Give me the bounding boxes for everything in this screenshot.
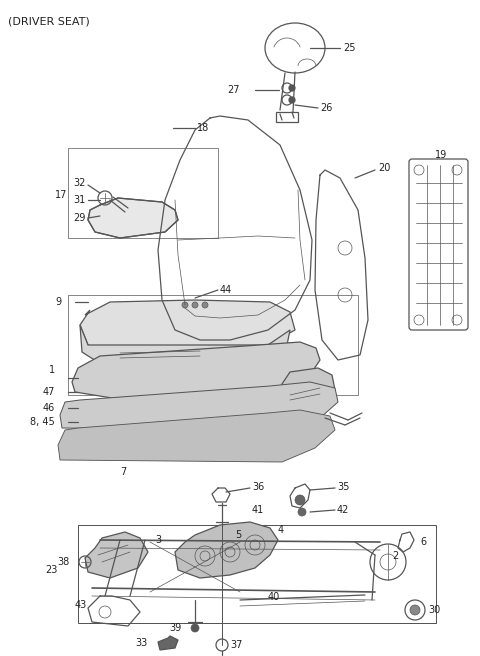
Text: 20: 20 <box>378 163 390 173</box>
Text: 29: 29 <box>73 213 85 223</box>
Text: 17: 17 <box>55 190 67 200</box>
Polygon shape <box>60 382 338 430</box>
Text: 41: 41 <box>252 505 264 515</box>
Polygon shape <box>72 342 320 398</box>
Text: 39: 39 <box>170 623 182 633</box>
Bar <box>68 148 218 238</box>
Text: 37: 37 <box>230 640 242 650</box>
Text: 36: 36 <box>252 482 264 492</box>
Text: 3: 3 <box>155 535 161 545</box>
Text: 19: 19 <box>435 150 447 160</box>
Text: 27: 27 <box>228 85 240 95</box>
Text: (DRIVER SEAT): (DRIVER SEAT) <box>8 16 90 26</box>
Circle shape <box>295 495 305 505</box>
Polygon shape <box>80 300 295 355</box>
Polygon shape <box>58 410 335 462</box>
Circle shape <box>298 508 306 516</box>
Text: 4: 4 <box>278 525 284 535</box>
Polygon shape <box>158 636 178 650</box>
Text: 44: 44 <box>220 285 232 295</box>
Text: 46: 46 <box>43 403 55 413</box>
Text: 23: 23 <box>46 565 58 575</box>
Text: 1: 1 <box>49 365 55 375</box>
Bar <box>68 295 358 395</box>
Text: 47: 47 <box>43 387 55 397</box>
Polygon shape <box>270 368 335 418</box>
Text: 38: 38 <box>58 557 70 567</box>
Text: 9: 9 <box>56 297 62 307</box>
Text: 30: 30 <box>428 605 440 615</box>
Circle shape <box>191 624 199 632</box>
Text: 18: 18 <box>197 123 209 133</box>
Circle shape <box>202 302 208 308</box>
Polygon shape <box>85 532 148 578</box>
Polygon shape <box>80 325 290 372</box>
Polygon shape <box>175 522 278 578</box>
Polygon shape <box>88 198 178 238</box>
Bar <box>276 112 298 122</box>
Text: 8, 45: 8, 45 <box>30 417 55 427</box>
Text: 42: 42 <box>337 505 349 515</box>
Text: 26: 26 <box>320 103 332 113</box>
Text: 43: 43 <box>75 600 87 610</box>
Text: 35: 35 <box>337 482 349 492</box>
Bar <box>78 525 436 623</box>
Text: 2: 2 <box>392 551 398 561</box>
Text: 33: 33 <box>136 638 148 648</box>
Text: 7: 7 <box>120 467 126 477</box>
Circle shape <box>289 85 295 91</box>
Text: 32: 32 <box>73 178 85 188</box>
Circle shape <box>192 302 198 308</box>
Circle shape <box>289 97 295 103</box>
Circle shape <box>182 302 188 308</box>
Text: 5: 5 <box>235 530 241 540</box>
Text: 6: 6 <box>420 537 426 547</box>
Text: 25: 25 <box>343 43 356 53</box>
Text: 31: 31 <box>73 195 85 205</box>
Circle shape <box>410 605 420 615</box>
Text: 40: 40 <box>268 592 280 602</box>
